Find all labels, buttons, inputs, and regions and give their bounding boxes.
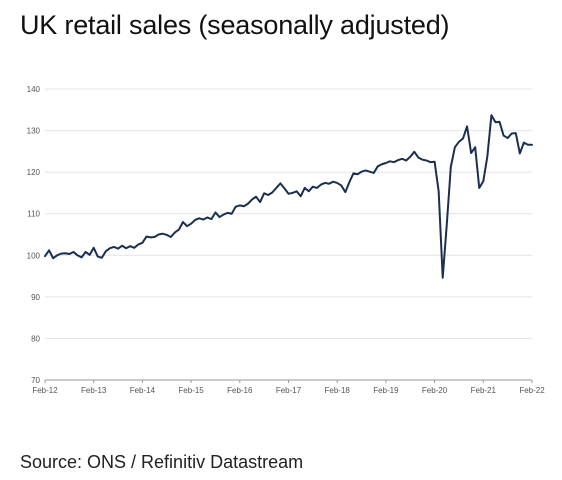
source-note: Source: ONS / Refinitiv Datastream — [20, 452, 304, 472]
y-tick-label: 70 — [31, 376, 40, 385]
y-tick-label: 140 — [27, 85, 41, 94]
x-tick-label: Feb-20 — [422, 386, 448, 395]
y-axis: 70 80 90 100 110 120 130 140 — [27, 85, 41, 385]
x-tick-label: Feb-15 — [178, 386, 204, 395]
y-tick-label: 100 — [27, 251, 41, 260]
x-axis: Feb-12 Feb-13 Feb-14 Feb-15 Feb-16 Feb-17 Feb-… — [32, 380, 545, 395]
x-tick-label: Feb-22 — [519, 386, 545, 395]
x-tick-label: Feb-13 — [81, 386, 107, 395]
y-tick-label: 130 — [27, 127, 41, 136]
y-tick-label: 110 — [27, 210, 40, 219]
x-tick-label: Feb-19 — [373, 386, 399, 395]
x-tick-label: Feb-12 — [32, 386, 58, 395]
x-tick-label: Feb-14 — [130, 386, 156, 395]
x-tick-label: Feb-17 — [276, 386, 302, 395]
series-line-retail-sales — [44, 114, 533, 279]
y-tick-label: 90 — [31, 293, 40, 302]
gridlines — [45, 88, 532, 381]
y-tick-label: 80 — [31, 334, 40, 343]
chart-title: UK retail sales (seasonally adjusted) — [20, 10, 450, 40]
x-tick-label: Feb-21 — [471, 386, 497, 395]
x-tick-label: Feb-16 — [227, 386, 253, 395]
x-tick-label: Feb-18 — [325, 386, 351, 395]
y-tick-label: 120 — [27, 168, 41, 177]
